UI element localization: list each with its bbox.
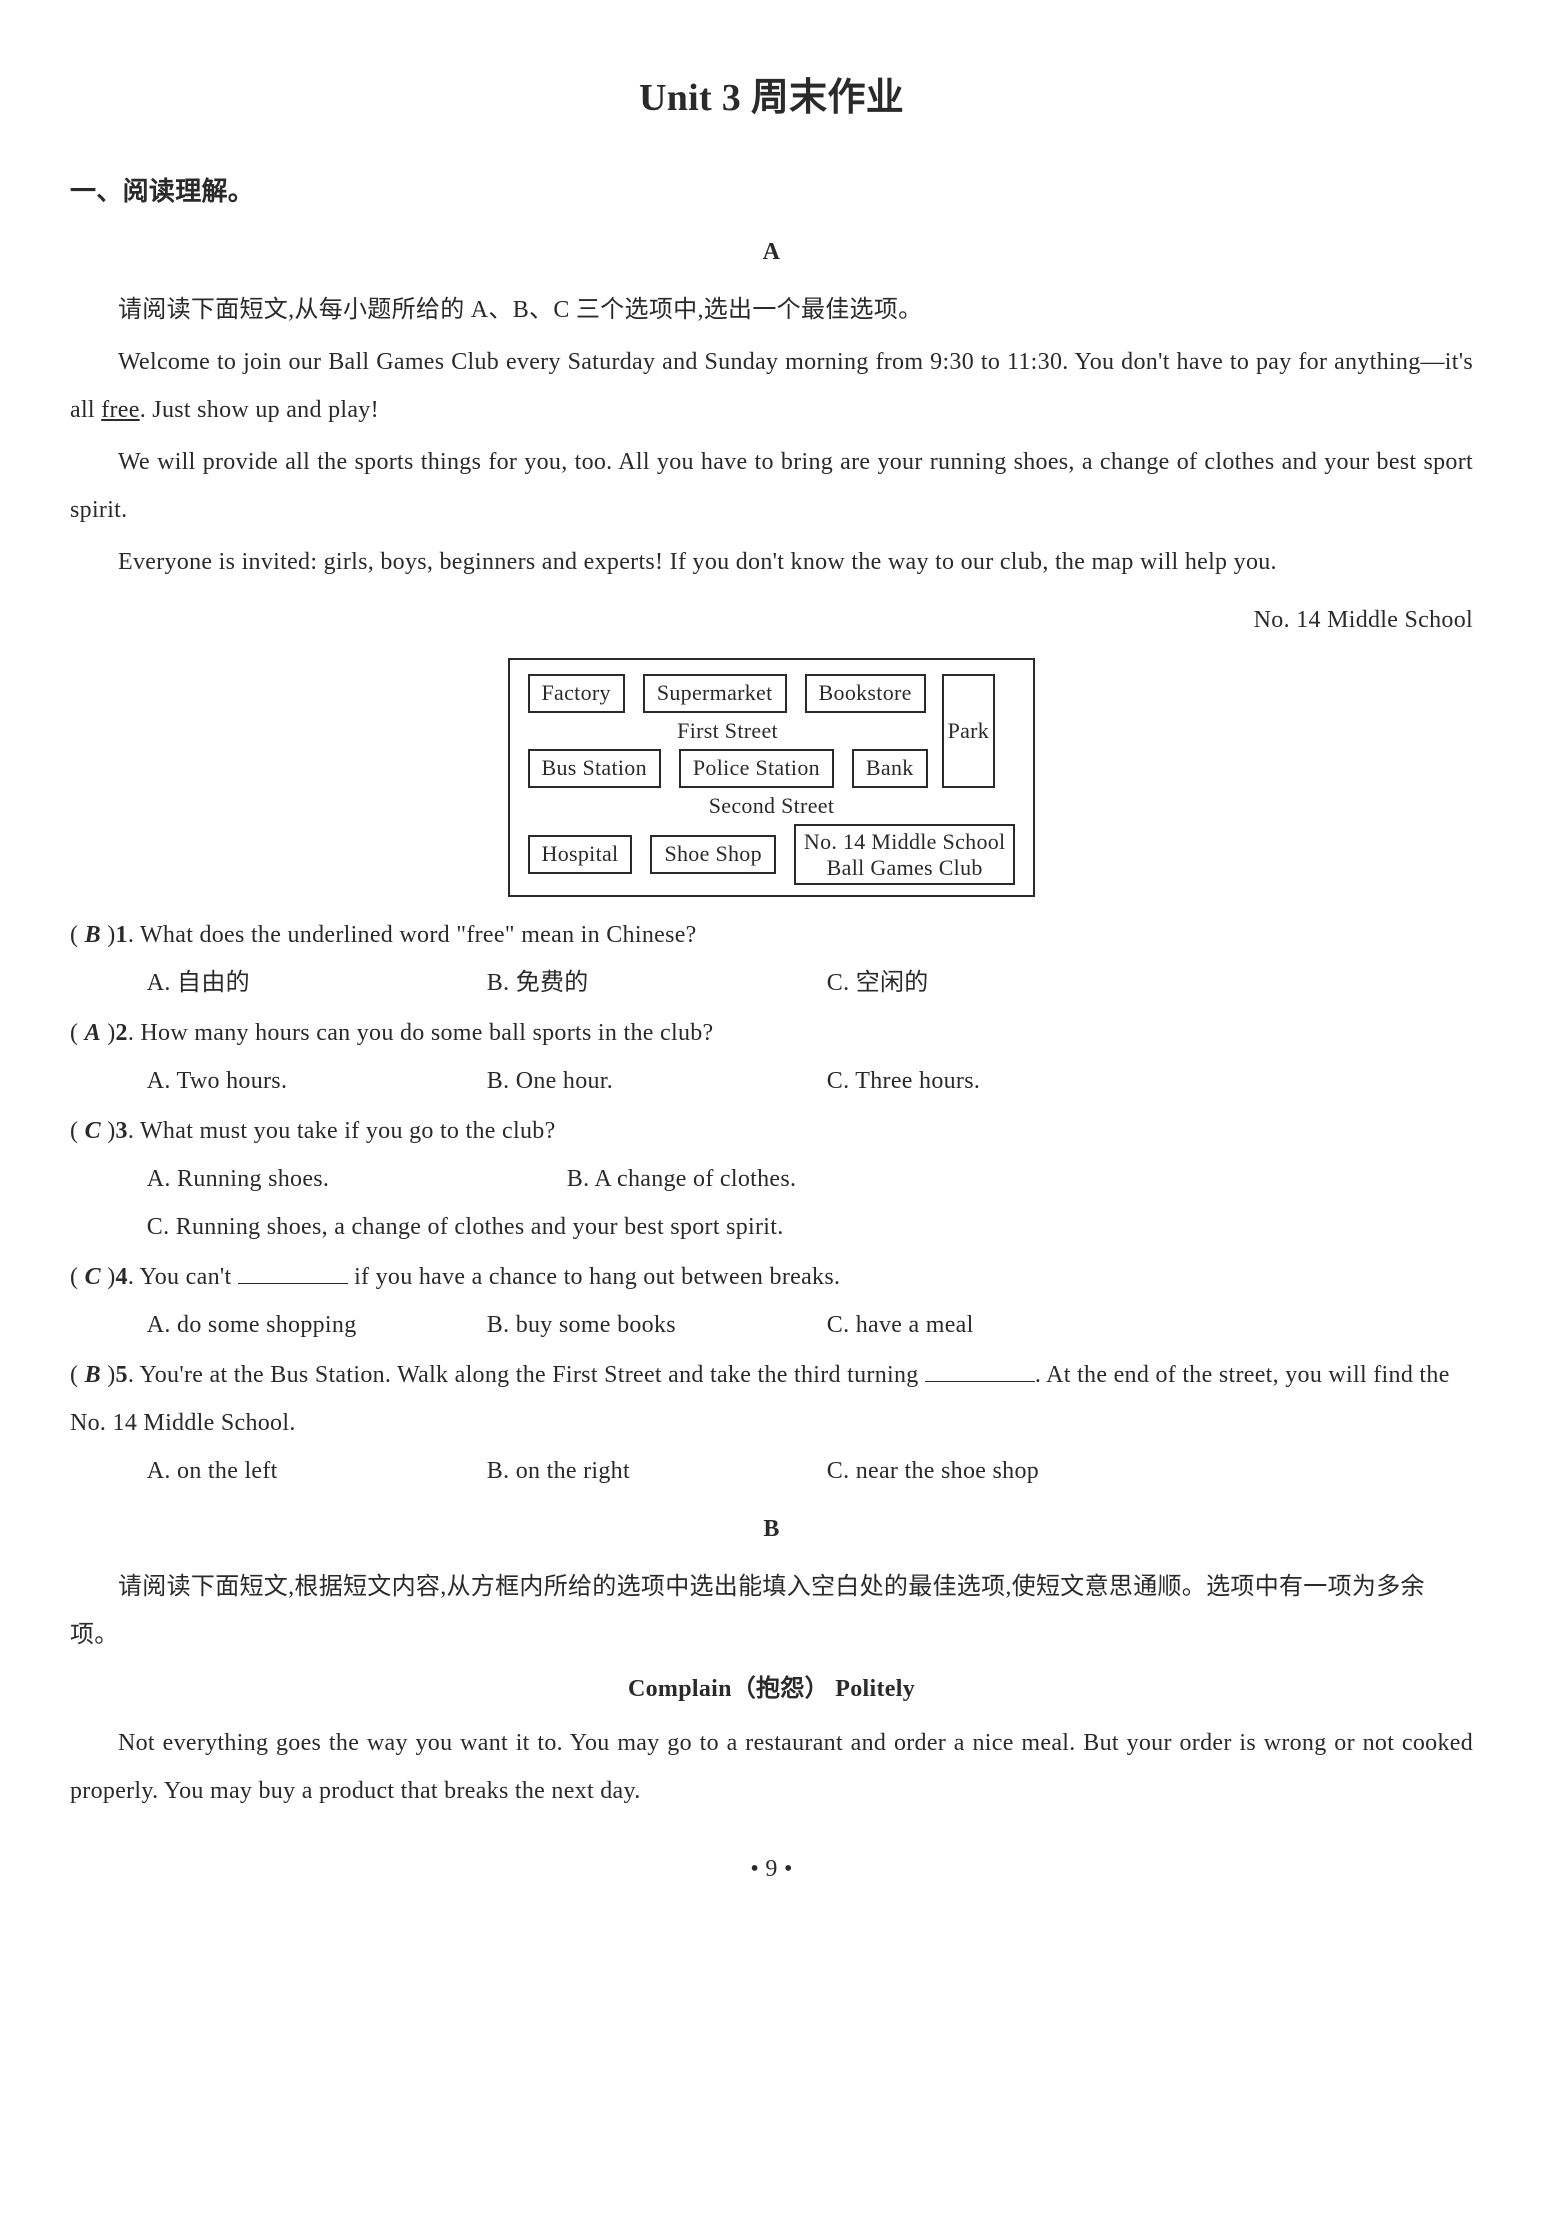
q2-opt-c: C. Three hours. — [827, 1057, 980, 1105]
question-5: ( B )5. You're at the Bus Station. Walk … — [70, 1351, 1473, 1495]
question-4: ( C )4. You can't if you have a chance t… — [70, 1253, 1473, 1349]
part-b-paragraph-1: Not everything goes the way you want it … — [70, 1719, 1473, 1815]
q1-text: What does the underlined word "free" mea… — [140, 922, 697, 948]
p1-underlined-free: free — [101, 397, 140, 423]
q2-num: 2 — [116, 1020, 128, 1046]
part-b-title-b: Politely — [835, 1676, 915, 1702]
map-shoe-shop: Shoe Shop — [650, 835, 775, 874]
page-title: Unit 3 周末作业 — [70, 60, 1473, 136]
map-park-label: Park — [948, 717, 990, 746]
q2-opt-b: B. One hour. — [487, 1057, 827, 1105]
q5-text-a: You're at the Bus Station. Walk along th… — [140, 1362, 925, 1388]
map-bus-station: Bus Station — [528, 749, 661, 788]
q1-answer: B — [85, 922, 101, 948]
map-second-street: Second Street — [528, 792, 1016, 821]
question-3: ( C )3. What must you take if you go to … — [70, 1107, 1473, 1251]
map-bank: Bank — [852, 749, 928, 788]
map-row-1: Factory Supermarket Bookstore — [528, 674, 928, 713]
q5-opt-c: C. near the shoe shop — [827, 1447, 1039, 1495]
map-supermarket: Supermarket — [643, 674, 787, 713]
map-club-line2: Ball Games Club — [804, 855, 1006, 880]
q3-opt-a: A. Running shoes. — [147, 1155, 567, 1203]
question-1: ( B )1. What does the underlined word "f… — [70, 911, 1473, 1007]
passage-paragraph-3: Everyone is invited: girls, boys, beginn… — [70, 538, 1473, 586]
passage-paragraph-2: We will provide all the sports things fo… — [70, 438, 1473, 534]
map-police-station: Police Station — [679, 749, 834, 788]
q5-opt-b: B. on the right — [487, 1447, 827, 1495]
q5-opt-a: A. on the left — [147, 1447, 487, 1495]
map: Factory Supermarket Bookstore First Stre… — [508, 658, 1036, 897]
q2-opt-a: A. Two hours. — [147, 1057, 487, 1105]
map-factory: Factory — [528, 674, 625, 713]
map-park: Park — [942, 674, 996, 788]
part-b-title-a: Complain（抱怨） — [628, 1676, 829, 1702]
part-a-label: A — [70, 228, 1473, 276]
q1-opt-c: C. 空闲的 — [827, 959, 929, 1007]
q4-num: 4 — [116, 1264, 128, 1290]
q5-blank — [925, 1358, 1035, 1382]
passage-signature: No. 14 Middle School — [70, 596, 1473, 644]
q5-num: 5 — [116, 1362, 128, 1388]
map-club: No. 14 Middle School Ball Games Club — [794, 824, 1016, 885]
q4-text-a: You can't — [140, 1264, 238, 1290]
passage-paragraph-1: Welcome to join our Ball Games Club ever… — [70, 338, 1473, 434]
part-b-instruction: 请阅读下面短文,根据短文内容,从方框内所给的选项中选出能填入空白处的最佳选项,使… — [70, 1563, 1473, 1659]
part-b-label: B — [70, 1505, 1473, 1553]
map-bookstore: Bookstore — [805, 674, 926, 713]
q4-answer: C — [85, 1264, 101, 1290]
map-first-street: First Street — [528, 717, 928, 746]
map-club-line1: No. 14 Middle School — [804, 829, 1006, 854]
map-hospital: Hospital — [528, 835, 633, 874]
map-container: Factory Supermarket Bookstore First Stre… — [70, 658, 1473, 897]
q4-opt-b: B. buy some books — [487, 1301, 827, 1349]
q4-opt-a: A. do some shopping — [147, 1301, 487, 1349]
section-one-header: 一、阅读理解。 — [70, 166, 1473, 218]
q1-num: 1 — [116, 922, 128, 948]
p1-text-b: . Just show up and play! — [140, 397, 379, 423]
question-2: ( A )2. How many hours can you do some b… — [70, 1009, 1473, 1105]
q3-opt-b: B. A change of clothes. — [567, 1155, 797, 1203]
q4-opt-c: C. have a meal — [827, 1301, 974, 1349]
part-a-instruction: 请阅读下面短文,从每小题所给的 A、B、C 三个选项中,选出一个最佳选项。 — [70, 286, 1473, 334]
q1-opt-a: A. 自由的 — [147, 959, 487, 1007]
q2-answer: A — [85, 1020, 101, 1046]
q2-text: How many hours can you do some ball spor… — [140, 1020, 713, 1046]
q4-blank — [238, 1260, 348, 1284]
page-number: • 9 • — [70, 1845, 1473, 1893]
q3-num: 3 — [116, 1118, 128, 1144]
q4-text-b: if you have a chance to hang out between… — [348, 1264, 841, 1290]
q3-opt-c: C. Running shoes, a change of clothes an… — [70, 1203, 1473, 1251]
q3-answer: C — [85, 1118, 101, 1144]
q3-text: What must you take if you go to the club… — [140, 1118, 556, 1144]
map-row-3: Hospital Shoe Shop No. 14 Middle School … — [528, 824, 1016, 885]
q5-answer: B — [85, 1362, 101, 1388]
map-row-2: Bus Station Police Station Bank — [528, 749, 928, 788]
part-b-title: Complain（抱怨） Politely — [70, 1665, 1473, 1713]
q1-opt-b: B. 免费的 — [487, 959, 827, 1007]
